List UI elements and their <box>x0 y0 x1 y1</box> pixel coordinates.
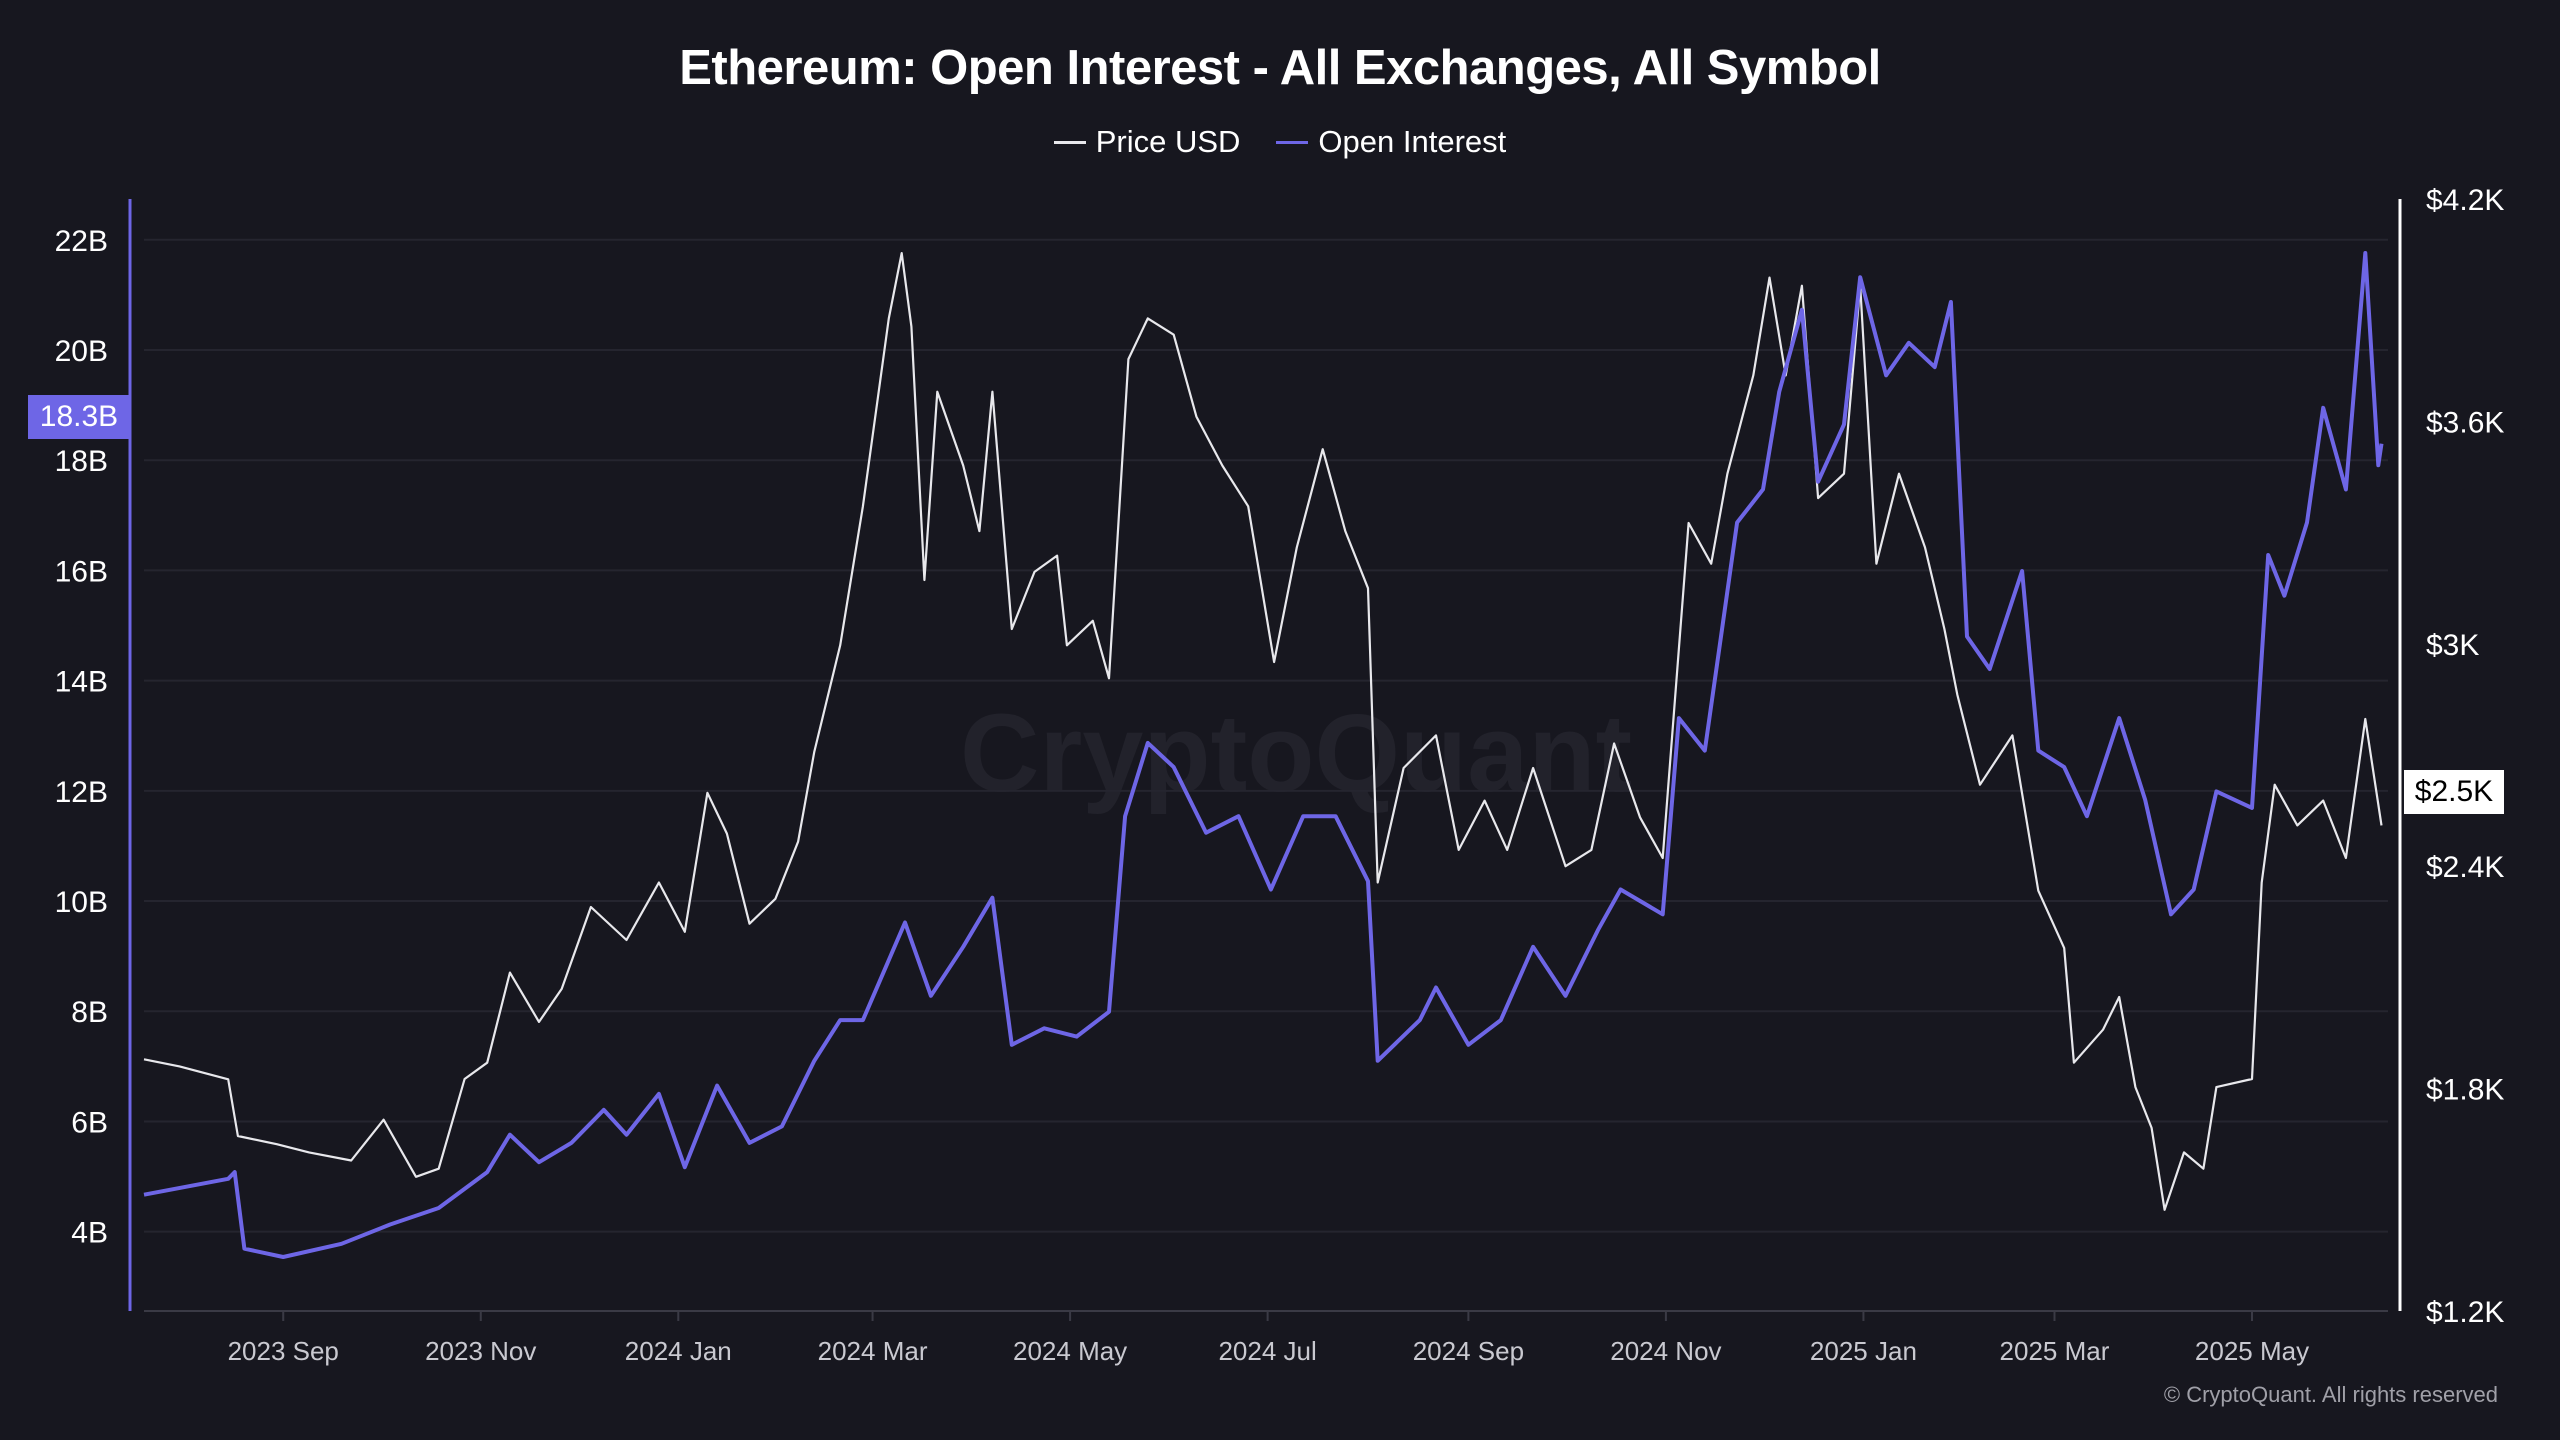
x-axis-tick-label: 2023 Nov <box>425 1336 536 1366</box>
chart-title: Ethereum: Open Interest - All Exchanges,… <box>679 41 1881 95</box>
left-axis-tick-label: 6B <box>71 1106 108 1139</box>
open-interest-swatch-icon <box>1276 140 1309 144</box>
right-axis-tick-label: $4.2K <box>2426 184 2504 217</box>
right-axis-tick-label: $3.6K <box>2426 406 2504 439</box>
legend-label-price: Price USD <box>1095 124 1241 159</box>
legend-item-price[interactable]: Price USD <box>1053 124 1241 160</box>
price-line <box>143 252 2383 1211</box>
x-axis-tick-label: 2024 Mar <box>818 1336 928 1366</box>
legend: Price USD Open Interest <box>0 124 2560 160</box>
x-axis-tick-label: 2024 May <box>1013 1336 1127 1366</box>
x-axis-tick-label: 2024 Jul <box>1218 1336 1316 1366</box>
x-axis-tick-label: 2025 May <box>2195 1336 2309 1366</box>
left-axis-tick-label: 22B <box>55 225 108 258</box>
legend-label-open-interest: Open Interest <box>1318 124 1507 159</box>
legend-item-open-interest[interactable]: Open Interest <box>1276 124 1506 160</box>
x-axis-tick-label: 2025 Mar <box>2000 1336 2110 1366</box>
x-axis-tick-label: 2024 Jan <box>625 1336 732 1366</box>
x-axis-tick-label: 2024 Nov <box>1610 1336 1721 1366</box>
watermark-logo: CryptoQuant <box>960 692 1633 815</box>
open-interest-last-value-badge: 18.3B <box>28 395 130 439</box>
left-axis-tick-label: 18B <box>55 445 108 478</box>
copyright-text: © CryptoQuant. All rights reserved <box>2163 1382 2498 1407</box>
right-axis-tick-label: $3K <box>2426 629 2479 662</box>
x-axis-tick-label: 2024 Sep <box>1413 1336 1524 1366</box>
left-axis-tick-label: 12B <box>55 776 108 809</box>
price-swatch-icon <box>1053 140 1086 144</box>
left-axis-tick-label: 14B <box>55 666 108 699</box>
left-axis-tick-label: 10B <box>55 886 108 919</box>
x-axis-tick-label: 2023 Sep <box>228 1336 339 1366</box>
price-last-value-badge: $2.5K <box>2404 770 2504 814</box>
open-interest-line <box>143 251 2384 1259</box>
left-axis-tick-label: 4B <box>71 1217 108 1250</box>
right-axis-tick-label: $1.2K <box>2426 1296 2504 1329</box>
right-axis-tick-label: $1.8K <box>2426 1074 2504 1107</box>
left-axis-tick-label: 20B <box>55 335 108 368</box>
x-axis-tick-label: 2025 Jan <box>1810 1336 1917 1366</box>
left-axis-tick-label: 8B <box>71 996 108 1029</box>
left-axis-tick-label: 16B <box>55 555 108 588</box>
right-axis-tick-label: $2.4K <box>2426 851 2504 884</box>
